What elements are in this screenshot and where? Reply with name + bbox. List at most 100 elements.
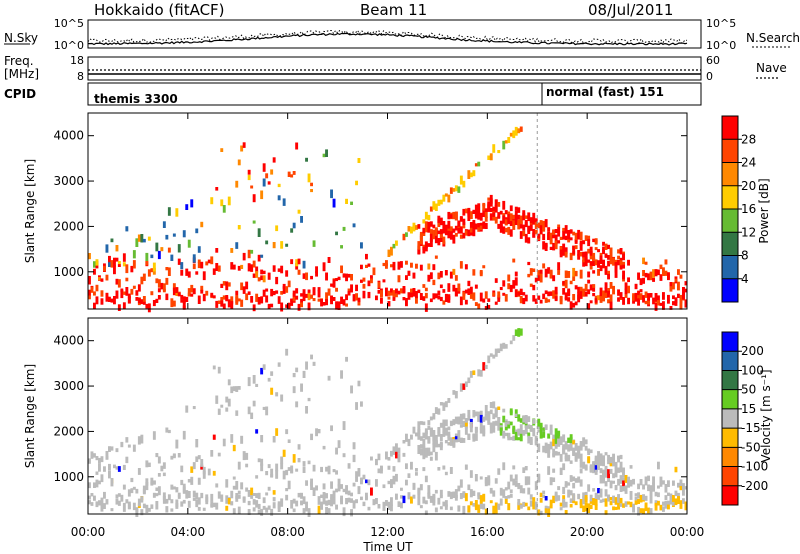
heatmap-cell	[477, 414, 481, 419]
heatmap-cell	[502, 200, 506, 210]
heatmap-cell	[255, 271, 259, 278]
heatmap-cell	[172, 283, 176, 291]
heatmap-cell	[285, 348, 289, 356]
heatmap-cell	[395, 240, 398, 246]
heatmap-cell	[519, 485, 523, 494]
heatmap-cell	[589, 504, 593, 509]
heatmap-cell	[382, 484, 386, 489]
heatmap-cell	[108, 296, 111, 302]
heatmap-cell	[142, 503, 146, 509]
heatmap-cell	[649, 508, 653, 514]
heatmap-cell	[170, 484, 174, 490]
heatmap-cell	[607, 475, 610, 482]
heatmap-cell	[517, 483, 521, 490]
heatmap-cell	[295, 295, 299, 300]
heatmap-cell	[597, 461, 600, 467]
heatmap-cell	[622, 253, 625, 261]
heatmap-cell	[275, 428, 279, 436]
heatmap-cell	[564, 251, 568, 258]
heatmap-cell	[649, 485, 653, 492]
heatmap-cell	[502, 462, 506, 471]
heatmap-cell	[584, 491, 588, 496]
heatmap-cell	[415, 432, 418, 437]
heatmap-cell	[317, 505, 321, 515]
heatmap-cell	[260, 367, 264, 375]
heatmap-cell	[482, 503, 486, 510]
heatmap-cell	[380, 466, 383, 474]
heatmap-cell	[165, 293, 169, 301]
heatmap-cell	[684, 501, 688, 511]
heatmap-cell	[482, 202, 486, 207]
heatmap-cell	[385, 451, 388, 460]
freq-left-tick-bottom: 8	[77, 70, 84, 83]
heatmap-cell	[559, 236, 563, 240]
heatmap-cell	[252, 260, 256, 268]
heatmap-cell	[402, 288, 406, 294]
heatmap-cell	[88, 458, 91, 464]
heatmap-cell	[504, 344, 508, 349]
heatmap-cell	[375, 498, 378, 505]
heatmap-cell	[347, 290, 351, 296]
heatmap-cell	[527, 432, 531, 437]
heatmap-cell	[88, 495, 91, 500]
heatmap-cell	[469, 470, 473, 478]
heatmap-cell	[444, 500, 448, 507]
heatmap-cell	[157, 456, 161, 464]
heatmap-cell	[325, 466, 328, 472]
heatmap-cell	[562, 288, 566, 295]
heatmap-cell	[609, 501, 613, 506]
heatmap-cell	[582, 260, 586, 267]
heatmap-cell	[175, 439, 179, 449]
heatmap-cell	[579, 499, 583, 505]
heatmap-cell	[200, 289, 204, 294]
heatmap-cell	[494, 278, 498, 283]
heatmap-cell	[612, 498, 615, 503]
heatmap-cell	[342, 226, 346, 231]
heatmap-cell	[245, 452, 249, 460]
heatmap-cell	[452, 188, 456, 192]
heatmap-cell	[447, 434, 451, 441]
heatmap-cell	[669, 284, 673, 292]
heatmap-cell	[644, 502, 648, 510]
heatmap-cell	[504, 432, 508, 437]
heatmap-cell	[285, 304, 289, 308]
heatmap-cell	[392, 446, 396, 455]
heatmap-cell	[277, 195, 281, 201]
heatmap-cell	[337, 478, 341, 487]
heatmap-cell	[157, 250, 161, 260]
colorbar-swatch	[722, 232, 738, 256]
heatmap-cell	[442, 501, 446, 507]
heatmap-cell	[519, 288, 523, 296]
heatmap-cell	[622, 503, 625, 508]
heatmap-cell	[562, 231, 566, 240]
heatmap-cell	[557, 486, 561, 491]
heatmap-cell	[502, 342, 506, 349]
heatmap-cell	[569, 475, 573, 482]
heatmap-cell	[95, 479, 99, 488]
heatmap-cell	[180, 479, 184, 486]
heatmap-cell	[419, 235, 423, 245]
heatmap-cell	[544, 290, 548, 295]
heatmap-cell	[439, 434, 443, 442]
heatmap-cell	[467, 505, 471, 513]
heatmap-cell	[377, 468, 381, 474]
heatmap-cell	[562, 434, 566, 443]
heatmap-cell	[467, 170, 471, 179]
heatmap-cell	[554, 436, 558, 444]
heatmap-cell	[295, 367, 299, 373]
heatmap-cell	[579, 453, 583, 461]
heatmap-cell	[564, 444, 568, 449]
heatmap-cell	[457, 416, 461, 425]
heatmap-cell	[549, 499, 553, 506]
heatmap-cell	[290, 298, 294, 303]
heatmap-cell	[639, 278, 643, 286]
freq-right-tick-bottom: 0	[706, 70, 713, 83]
heatmap-cell	[257, 458, 261, 463]
heatmap-cell	[157, 279, 161, 288]
heatmap-cell	[105, 451, 109, 460]
heatmap-cell	[270, 169, 274, 175]
heatmap-cell	[439, 296, 443, 302]
heatmap-cell	[439, 229, 443, 235]
heatmap-cell	[310, 354, 313, 360]
heatmap-cell	[649, 293, 653, 298]
